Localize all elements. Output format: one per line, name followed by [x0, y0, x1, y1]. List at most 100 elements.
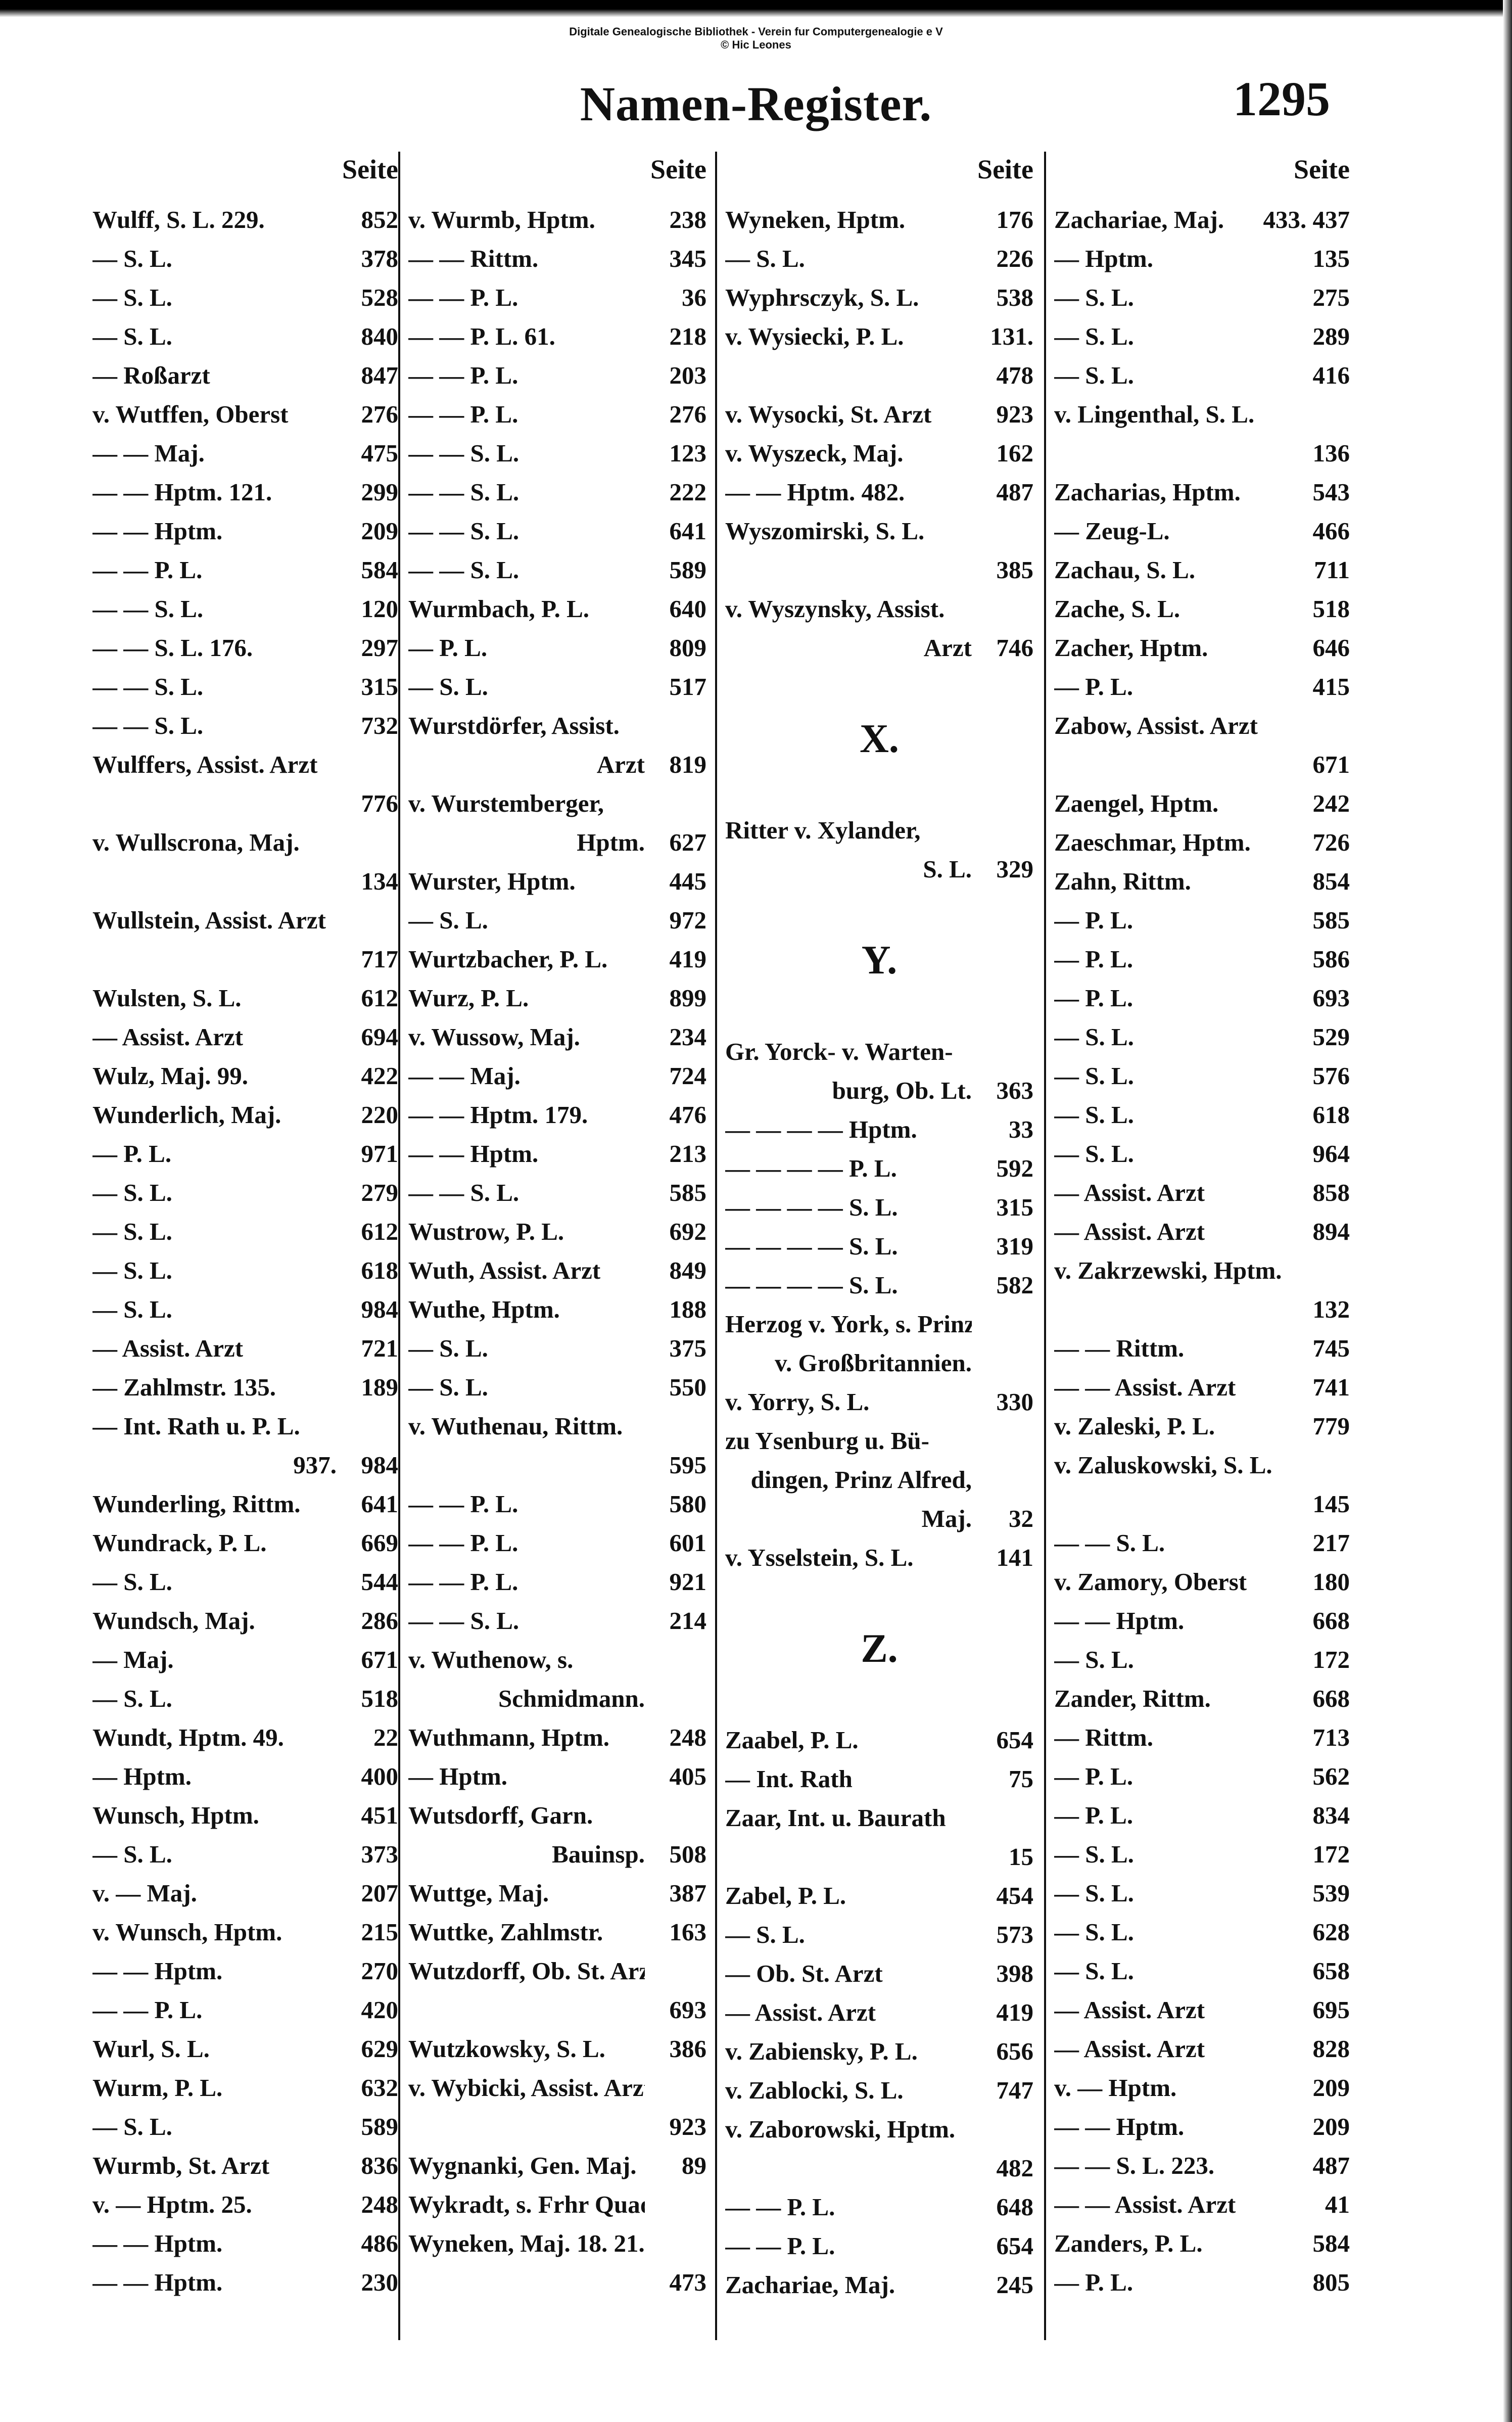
index-entry: — — Hptm. 482. 487	[725, 473, 1033, 511]
entry-page	[337, 823, 398, 862]
entry-name: — — P. L. 61.	[408, 322, 555, 350]
entry-page: 628	[1312, 1918, 1350, 1946]
entry-name: — Int. Rath u. P. L.	[92, 1412, 300, 1440]
entry-name: v. — Maj.	[92, 1879, 197, 1907]
entry-page: 209	[361, 517, 399, 545]
index-entry-continuation: 482	[725, 2149, 1034, 2187]
entry-page: 721	[361, 1334, 399, 1362]
index-entry: — Assist. Arzt 694	[92, 1017, 398, 1056]
entry-name: — — S. L.	[1054, 1529, 1165, 1557]
entry-page: 656	[996, 2037, 1034, 2065]
index-entry: — — S. L. 315	[92, 667, 398, 706]
entry-page: 595	[669, 1451, 707, 1479]
entry-name: — — P. L.	[408, 400, 518, 428]
entry-page: 543	[1312, 478, 1350, 506]
index-entry: — S. L. 544	[92, 1562, 398, 1601]
index-entry: v. Zaleski, P. L. 779	[1054, 1407, 1350, 1446]
entry-name: Wundt, Hptm. 49.	[92, 1724, 284, 1751]
entry-name: Wustrow, P. L.	[408, 1218, 564, 1245]
entry-name: — — — — S. L.	[725, 1193, 898, 1221]
entry-page: 189	[361, 1373, 399, 1401]
entry-name: v. Wurmb, Hptm.	[408, 206, 595, 234]
index-entry: Wunderling, Rittm. 641	[92, 1484, 398, 1523]
entry-page: 984	[361, 1295, 399, 1323]
entry-page: 592	[996, 1154, 1034, 1182]
entry-page	[645, 2224, 706, 2263]
entry-name: v. Wyszeck, Maj.	[725, 439, 904, 467]
entry-page: 834	[1312, 1801, 1350, 1829]
entry-name: Wutzkowsky, S. L.	[408, 2035, 605, 2063]
entry-page: 226	[996, 245, 1034, 272]
entry-page: 123	[669, 439, 707, 467]
index-entry: — — Hptm. 270	[92, 1951, 398, 1990]
entry-name: — S. L.	[408, 906, 488, 934]
entry-page: 386	[669, 2035, 707, 2063]
index-entry: — — P. L. 203	[408, 356, 706, 395]
index-entry: — S. L. 279	[92, 1173, 398, 1212]
entry-page: 345	[669, 245, 707, 272]
index-entry: v. Ysselstein, S. L. 141	[725, 1538, 1033, 1577]
index-entry: — — Hptm. 668	[1054, 1601, 1350, 1640]
entry-page	[645, 706, 706, 745]
entry-page: 279	[361, 1179, 399, 1206]
entry-page: 405	[669, 1762, 707, 1790]
entry-page: 584	[361, 556, 399, 584]
index-entry: Wurstdörfer, Assist.	[408, 706, 706, 745]
entry-name: — — Hptm.	[92, 517, 223, 545]
entry-page: 544	[361, 1568, 399, 1596]
entry-name	[725, 356, 972, 395]
entry-name: Hptm.	[577, 828, 645, 856]
index-entry: Wuthe, Hptm. 188	[408, 1290, 706, 1329]
entry-name: — — P. L.	[408, 361, 518, 389]
entry-page: 858	[1312, 1179, 1350, 1206]
entry-page: 451	[361, 1801, 399, 1829]
entry-name: — Hptm.	[1054, 245, 1153, 272]
entry-page: 828	[1312, 2035, 1350, 2063]
entry-page: 363	[996, 1077, 1034, 1104]
entry-name: — Roßarzt	[92, 361, 210, 389]
entry-name: Bauinsp.	[552, 1840, 645, 1868]
entry-page: 640	[669, 595, 707, 623]
entry-name	[1054, 1290, 1288, 1329]
entry-name: — Hptm.	[92, 1762, 192, 1790]
index-entry: v. Zakrzewski, Hptm.	[1054, 1251, 1350, 1290]
index-entry: Wurtzbacher, P. L. 419	[408, 940, 706, 979]
index-entry-continuation: v. Großbritannien.	[725, 1343, 1033, 1382]
index-entry: — S. L. 972	[408, 901, 706, 940]
index-entry-continuation: burg, Ob. Lt. 363	[725, 1071, 1033, 1110]
entry-page: 641	[361, 1490, 399, 1518]
entry-page: 618	[361, 1256, 399, 1284]
entry-name: — S. L.	[92, 1256, 172, 1284]
entry-name: — — Hptm. 121.	[92, 478, 272, 506]
index-entry-continuation: 478	[725, 356, 1034, 395]
entry-page: 473	[669, 2268, 707, 2296]
entry-name: Wyneken, Hptm.	[725, 206, 906, 234]
entry-page: 726	[1312, 828, 1350, 856]
index-entry: — S. L. 576	[1054, 1056, 1350, 1095]
entry-name: — S. L.	[92, 284, 172, 311]
index-entry: Wykradt, s. Frhr Quadt.	[408, 2185, 706, 2224]
entry-name	[408, 2107, 645, 2146]
entry-name: — — S. L.	[408, 1179, 519, 1206]
index-entry: Zaabel, P. L. 654	[725, 1720, 1033, 1759]
entry-name: v. Wurstemberger,	[408, 789, 604, 817]
entry-name	[725, 2149, 972, 2187]
index-entry: v. Wutffen, Oberst 276	[92, 395, 398, 434]
entry-page: 330	[996, 1388, 1034, 1416]
index-entry-continuation: 923	[408, 2107, 707, 2146]
entry-name: Wurz, P. L.	[408, 984, 529, 1012]
entry-name: v. Wullscrona, Maj.	[92, 828, 300, 856]
index-entry: Zaeschmar, Hptm. 726	[1054, 823, 1350, 862]
entry-page: 585	[1312, 906, 1350, 934]
watermark-line: © Hic Leones	[721, 38, 791, 51]
entry-name: — Assist. Arzt	[725, 1998, 876, 2026]
entry-page: 632	[361, 2074, 399, 2102]
entry-page: 819	[669, 751, 707, 778]
index-entry: Wyphrsczyk, S. L. 538	[725, 278, 1033, 317]
entry-page: 163	[669, 1918, 707, 1946]
index-entry: Wygnanki, Gen. Maj. 89	[408, 2146, 706, 2185]
entry-page: 923	[669, 2113, 707, 2140]
entry-name: Wyneken, Maj. 18. 21.	[408, 2229, 645, 2257]
entry-name: — S. L.	[1054, 1840, 1134, 1868]
entry-page	[645, 2185, 706, 2224]
